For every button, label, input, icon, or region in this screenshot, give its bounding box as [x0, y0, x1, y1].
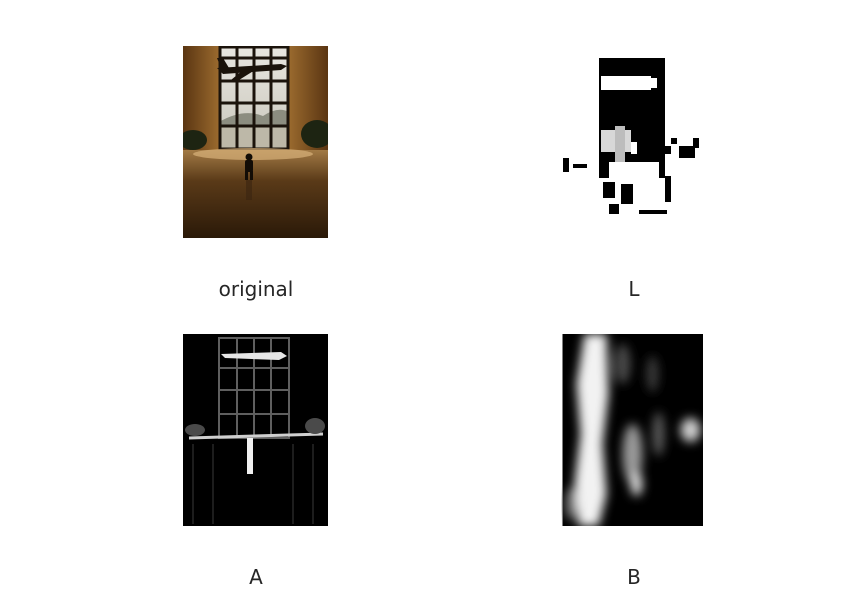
b-channel-map: [562, 334, 703, 526]
a-channel-image: [183, 334, 328, 526]
l-channel-map: [561, 58, 706, 214]
b-channel-image: [561, 334, 703, 526]
a-channel-map: [183, 334, 328, 526]
original-photo: [183, 46, 328, 238]
caption-original: original: [218, 277, 294, 301]
l-channel-image: [561, 46, 706, 214]
caption-b: B: [627, 565, 641, 589]
original-image: [183, 46, 328, 238]
caption-a: A: [249, 565, 263, 589]
caption-l: L: [628, 277, 640, 301]
